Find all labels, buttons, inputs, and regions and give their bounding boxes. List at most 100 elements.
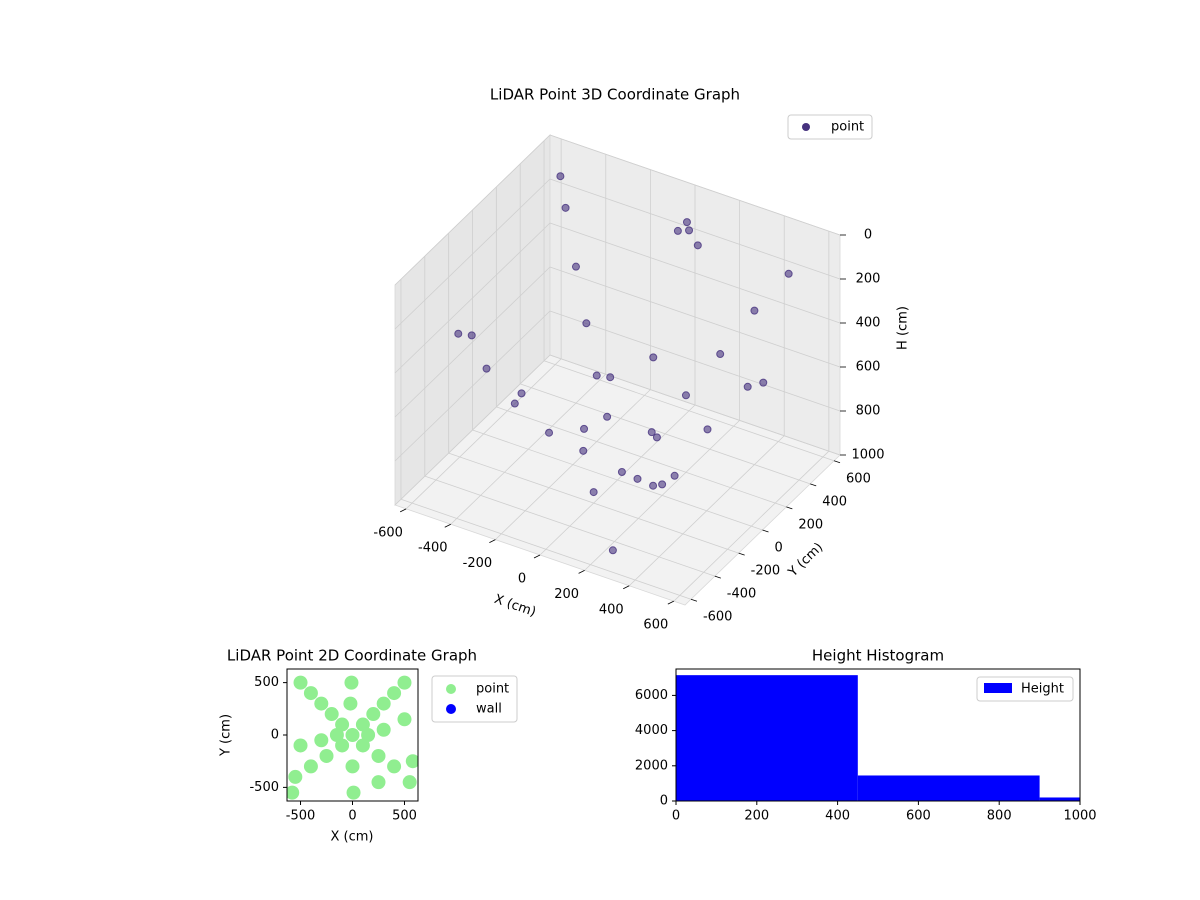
- data-point: [579, 446, 588, 455]
- legend-marker: [984, 683, 1012, 693]
- data-point: [670, 471, 679, 480]
- data-point: [345, 759, 360, 774]
- y-tick-label: 500: [254, 675, 279, 690]
- y-tick-label: 0: [271, 728, 279, 743]
- y-tick: [810, 483, 817, 487]
- data-point: [606, 373, 615, 382]
- legend-marker: [802, 123, 810, 131]
- data-point: [582, 319, 591, 328]
- y-grid-line: [520, 383, 811, 485]
- data-point: [556, 172, 565, 181]
- y-grid-line: [496, 406, 787, 508]
- data-point: [649, 481, 658, 490]
- data-point: [303, 759, 318, 774]
- y-axis-label: Y (cm): [219, 714, 234, 757]
- legend-label: point: [831, 120, 864, 135]
- data-point: [355, 738, 370, 753]
- data-point: [592, 371, 601, 380]
- data-point: [397, 675, 412, 690]
- x-tick: [489, 539, 496, 543]
- y-tick-label: 4000: [635, 723, 668, 738]
- x-tick-label: 200: [744, 809, 769, 824]
- z-grid-line: [394, 266, 551, 418]
- legend-marker: [446, 704, 456, 714]
- data-point: [510, 399, 519, 408]
- data-point: [685, 226, 694, 235]
- data-point: [681, 391, 690, 400]
- data-point: [482, 364, 491, 373]
- legend-label: point: [476, 682, 509, 697]
- chart-title: LiDAR Point 3D Coordinate Graph: [490, 86, 740, 104]
- data-point: [329, 728, 344, 742]
- data-point: [387, 759, 402, 774]
- data-point: [743, 382, 752, 391]
- bar: [676, 675, 858, 801]
- data-point: [371, 775, 386, 790]
- y-tick: [786, 506, 793, 510]
- x-tick-label: 600: [906, 809, 931, 824]
- chart-title: Height Histogram: [812, 647, 944, 665]
- z-grid-line: [549, 134, 841, 236]
- legend-box: [787, 114, 873, 140]
- x-tick: [533, 554, 541, 559]
- legend-label: wall: [476, 702, 502, 717]
- plot-area: [287, 675, 418, 800]
- axes-frame: [675, 668, 1081, 802]
- legend-marker: [446, 684, 456, 694]
- y-tick-label: -400: [727, 587, 757, 602]
- data-point: [287, 785, 300, 800]
- data-point: [784, 269, 793, 278]
- z-tick-label: 400: [856, 316, 881, 331]
- x-tick-label: 500: [392, 809, 417, 824]
- y-tick-label: -600: [703, 610, 733, 625]
- data-point: [467, 331, 476, 340]
- data-point: [658, 480, 667, 489]
- data-point: [319, 748, 334, 763]
- plot-area: [676, 675, 1080, 801]
- data-point: [603, 412, 612, 421]
- x-tick-label: -400: [418, 541, 448, 556]
- y-tick-label: 400: [822, 494, 847, 509]
- y-grid-line: [424, 475, 715, 577]
- y-tick: [690, 598, 698, 602]
- data-point: [716, 350, 725, 359]
- x-tick-label: 400: [599, 602, 624, 617]
- y-tick: [714, 575, 721, 579]
- data-point: [405, 754, 418, 769]
- data-point: [335, 717, 350, 732]
- data-point: [293, 738, 308, 753]
- y-tick: [738, 552, 745, 556]
- data-point: [345, 728, 360, 742]
- y-grid-line: [472, 429, 763, 531]
- y-tick-label: -200: [751, 564, 781, 579]
- x-axis-label: X (cm): [331, 830, 374, 845]
- y-tick-label: 600: [846, 471, 871, 486]
- x-tick: [623, 585, 630, 590]
- data-point: [402, 775, 417, 790]
- chart-title: LiDAR Point 2D Coordinate Graph: [227, 647, 477, 665]
- z-grid-line: [549, 178, 841, 280]
- data-point: [703, 425, 712, 434]
- x-tick-label: 1000: [1063, 809, 1096, 824]
- data-point: [371, 748, 386, 763]
- data-point: [673, 226, 682, 235]
- z-tick-label: 800: [856, 404, 881, 419]
- z-tick-label: 0: [864, 228, 872, 243]
- data-point: [649, 353, 658, 362]
- data-point: [633, 474, 642, 483]
- bar: [1039, 797, 1080, 801]
- y-tick: [762, 529, 769, 533]
- z-grid-line: [394, 222, 551, 374]
- y-tick-label: -500: [249, 780, 279, 795]
- x-tick: [667, 600, 675, 605]
- data-point: [346, 785, 361, 800]
- data-point: [608, 546, 617, 555]
- data-point: [343, 696, 358, 711]
- data-point: [454, 329, 463, 338]
- x-tick: [578, 570, 585, 574]
- bar: [857, 775, 1040, 801]
- z-grid-line: [394, 178, 551, 330]
- x-tick-label: -200: [463, 556, 493, 571]
- data-point: [589, 488, 598, 497]
